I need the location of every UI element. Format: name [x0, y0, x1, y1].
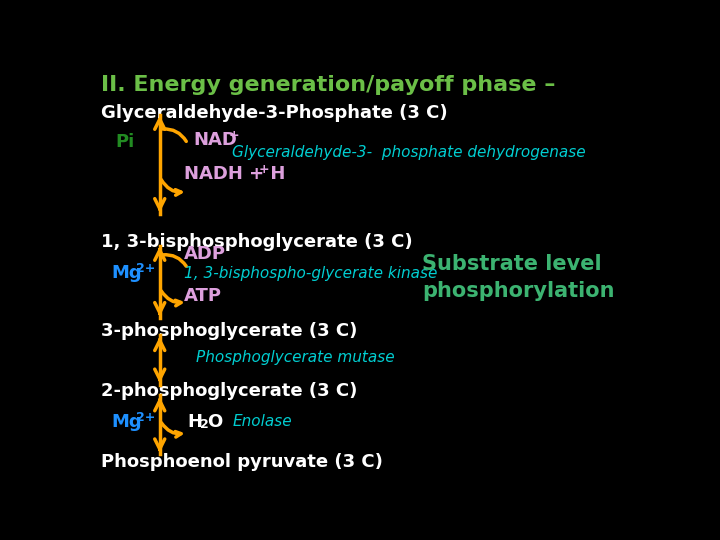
- Text: ADP: ADP: [184, 245, 226, 263]
- Text: NADH + H: NADH + H: [184, 165, 285, 183]
- Text: Substrate level
phosphorylation: Substrate level phosphorylation: [422, 254, 614, 301]
- Text: II. Energy generation/payoff phase –: II. Energy generation/payoff phase –: [101, 75, 556, 95]
- Text: Glyceraldehyde-3-  phosphate dehydrogenase: Glyceraldehyde-3- phosphate dehydrogenas…: [233, 145, 586, 160]
- Text: Mg: Mg: [111, 413, 142, 430]
- Text: 3-phosphoglycerate (3 C): 3-phosphoglycerate (3 C): [101, 322, 358, 340]
- Text: 1, 3-bisphospho-glycerate kinase: 1, 3-bisphospho-glycerate kinase: [184, 266, 437, 281]
- Text: Phosphoglycerate mutase: Phosphoglycerate mutase: [196, 350, 395, 365]
- Text: Glyceraldehyde-3-Phosphate (3 C): Glyceraldehyde-3-Phosphate (3 C): [101, 104, 448, 122]
- Text: Pi: Pi: [115, 133, 135, 151]
- Text: 2-phosphoglycerate (3 C): 2-phosphoglycerate (3 C): [101, 382, 358, 400]
- Text: ATP: ATP: [184, 287, 222, 305]
- Text: 2: 2: [200, 418, 210, 431]
- Text: Phosphoenol pyruvate (3 C): Phosphoenol pyruvate (3 C): [101, 453, 383, 471]
- Text: 1, 3-bisphosphoglycerate (3 C): 1, 3-bisphosphoglycerate (3 C): [101, 233, 413, 251]
- Text: NAD: NAD: [193, 131, 237, 149]
- Text: 2+: 2+: [136, 411, 156, 424]
- Text: 2+: 2+: [136, 262, 156, 275]
- Text: O: O: [207, 413, 222, 430]
- Text: +: +: [228, 129, 239, 142]
- Text: Mg: Mg: [111, 264, 142, 282]
- Text: +: +: [259, 163, 270, 176]
- Text: H: H: [188, 413, 202, 430]
- Text: Enolase: Enolase: [233, 414, 292, 429]
